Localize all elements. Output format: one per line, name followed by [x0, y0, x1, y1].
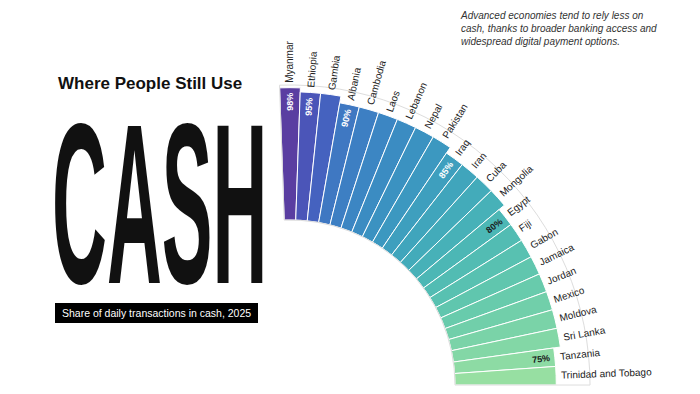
svg-text:Pakistan: Pakistan: [440, 102, 470, 140]
svg-text:Tanzania: Tanzania: [560, 347, 601, 362]
svg-text:Albania: Albania: [345, 66, 363, 101]
svg-text:Jamaica: Jamaica: [537, 241, 576, 267]
svg-text:Mongolia: Mongolia: [497, 163, 535, 199]
svg-text:Mexico: Mexico: [552, 284, 586, 304]
svg-text:Iran: Iran: [469, 150, 489, 170]
svg-text:Trinidad and Tobago: Trinidad and Tobago: [561, 366, 652, 380]
svg-text:Lebanon: Lebanon: [403, 81, 429, 121]
svg-text:Jordan: Jordan: [545, 265, 577, 287]
svg-text:Cambodia: Cambodia: [365, 59, 388, 106]
svg-text:Egypt: Egypt: [505, 193, 532, 218]
svg-text:Ethiopia: Ethiopia: [305, 51, 319, 88]
svg-text:Fiji: Fiji: [517, 218, 534, 234]
svg-text:Laos: Laos: [384, 89, 402, 113]
svg-text:85%: 85%: [437, 160, 456, 180]
svg-text:90%: 90%: [340, 108, 354, 128]
svg-text:98%: 98%: [285, 93, 295, 111]
html-text:Where People Still Use: Where People Still Use: [58, 74, 243, 93]
html-text:CASH: CASH: [52, 76, 268, 331]
svg-text:Myanmar: Myanmar: [284, 40, 295, 82]
svg-text:75%: 75%: [532, 353, 551, 365]
svg-text:Iraq: Iraq: [453, 137, 472, 157]
svg-text:Gabon: Gabon: [528, 226, 560, 251]
svg-text:Cuba: Cuba: [484, 159, 509, 184]
svg-text:Nepal: Nepal: [422, 102, 444, 130]
svg-text:95%: 95%: [303, 98, 314, 117]
svg-text:Moldova: Moldova: [558, 304, 598, 324]
svg-text:Gambia: Gambia: [326, 54, 342, 91]
svg-text:Advanced economies tend to rel: Advanced economies tend to rely less onc…: [460, 10, 657, 47]
html-text:Share of daily transactions in: Share of daily transactions in cash, 202…: [62, 307, 252, 319]
svg-text:80%: 80%: [484, 216, 504, 235]
svg-text:Sri Lanka: Sri Lanka: [562, 324, 606, 342]
